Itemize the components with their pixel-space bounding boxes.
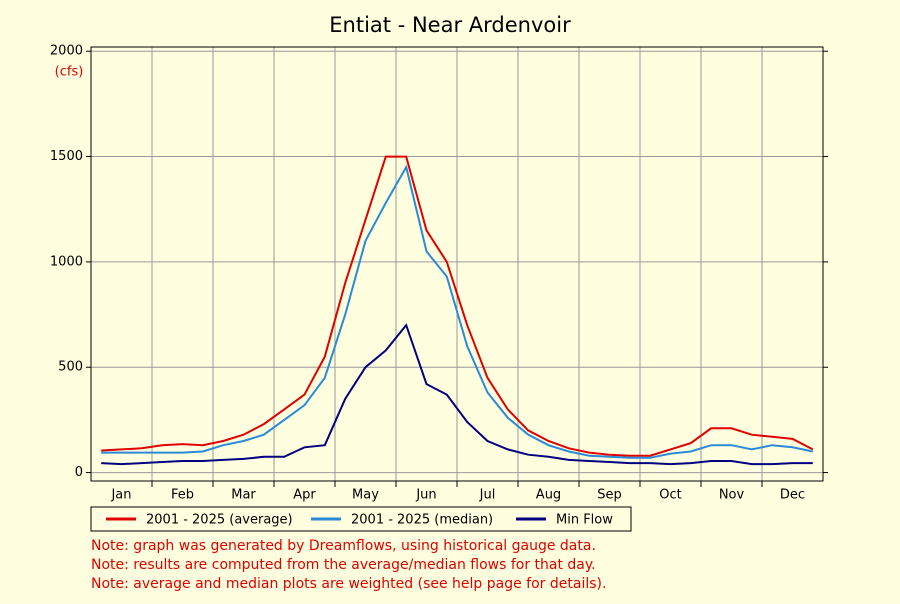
- plot-frame: [90, 46, 824, 482]
- x-tick-label: Mar: [231, 488, 256, 503]
- y-tick-label: 0: [75, 465, 83, 480]
- y-tick-label: 1500: [50, 149, 83, 164]
- legend-label: Min Flow: [556, 513, 613, 528]
- x-tick-label: Jan: [110, 488, 131, 503]
- x-tick-label: Jun: [415, 488, 436, 503]
- note: Note: graph was generated by Dreamflows,…: [91, 538, 596, 554]
- chart-title: Entiat - Near Ardenvoir: [329, 13, 571, 37]
- x-tick-label: Aug: [536, 488, 561, 503]
- y-tick-label: 2000: [50, 44, 83, 59]
- y-tick-label: 500: [58, 360, 83, 375]
- x-tick-label: Jul: [479, 488, 496, 503]
- note: Note: average and median plots are weigh…: [91, 576, 606, 592]
- series-line: [101, 164, 814, 459]
- legend-label: 2001 - 2025 (median): [351, 513, 493, 528]
- x-tick-label: Feb: [171, 488, 194, 503]
- y-axis-label: (cfs): [55, 65, 84, 80]
- x-tick-label: Dec: [780, 488, 805, 503]
- y-tick-label: 1000: [50, 254, 83, 269]
- series-line: [101, 155, 814, 457]
- x-tick-label: Sep: [597, 488, 622, 503]
- x-tick-label: Nov: [719, 488, 745, 503]
- x-tick-label: May: [352, 488, 379, 503]
- x-tick-label: Apr: [293, 488, 316, 503]
- series-line: [101, 323, 813, 466]
- note: Note: results are computed from the aver…: [91, 557, 596, 573]
- legend-label: 2001 - 2025 (average): [146, 513, 293, 528]
- x-tick-label: Oct: [659, 488, 681, 503]
